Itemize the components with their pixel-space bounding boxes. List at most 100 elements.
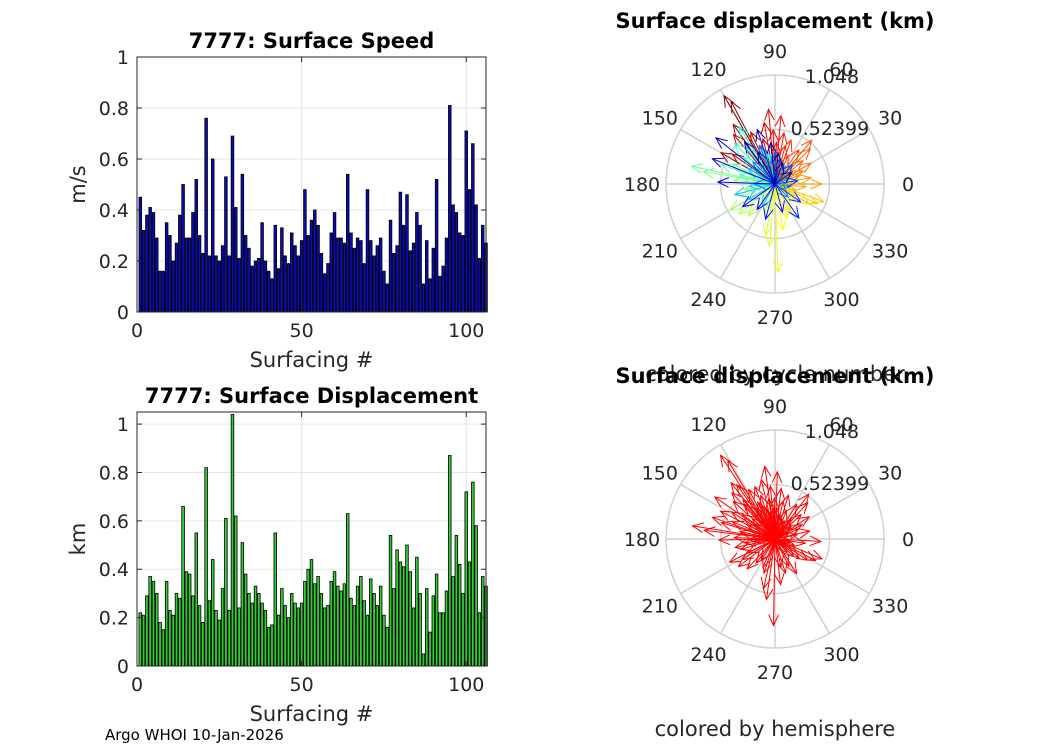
polar-cycle-arrow-head: [776, 185, 790, 199]
speed-bar: [174, 242, 179, 313]
displacement-bar: [405, 544, 409, 667]
polar-hemisphere-arrow: [755, 538, 776, 565]
polar-hemisphere-arrow: [760, 538, 776, 590]
polar-hemisphere-arrow: [774, 538, 788, 575]
polar-cycle-arrow: [711, 157, 776, 185]
polar-cycle-arrow-head: [772, 261, 784, 274]
speed-bar: [480, 224, 485, 313]
speed-bar: [168, 235, 172, 313]
displacement-bar: [362, 600, 366, 667]
displacement-bar: [155, 593, 159, 667]
speed-bar: [263, 260, 268, 313]
speed-bar: [201, 252, 205, 313]
polar-cycle-arrow-shaft: [712, 158, 776, 185]
polar-cycle-angle-label: 30: [878, 108, 902, 130]
polar-cycle-arrow-head: [810, 178, 824, 190]
polar-hemisphere-arrow-shaft: [754, 486, 776, 540]
speed-bar: [306, 235, 310, 313]
polar-cycle-arrow-shaft: [757, 151, 776, 185]
speed-bar: [375, 245, 380, 313]
displacement-bar: [237, 607, 241, 667]
speed-bar: [171, 260, 175, 313]
polar-hemisphere-arrow-shaft: [747, 524, 776, 540]
polar-hemisphere-arrow-head: [691, 522, 705, 533]
displacement-bar: [283, 605, 287, 667]
polar-cycle-arrow-head: [766, 141, 778, 155]
polar-hemisphere-arrow-head: [702, 526, 716, 537]
polar-cycle-arrow-shaft: [744, 141, 776, 185]
polar-hemisphere-angle-label: 210: [642, 596, 678, 618]
polar-cycle-arrow-shaft: [747, 183, 776, 217]
speed-bar: [260, 222, 264, 313]
polar-hemisphere-arrow-head: [770, 507, 782, 520]
speed-ytick-label: 1: [117, 47, 129, 69]
speed-bar: [408, 250, 412, 313]
speed-bar: [365, 189, 370, 313]
displacement-bar: [138, 612, 143, 667]
polar-cycle-arrow: [757, 150, 776, 185]
speed-bar: [273, 224, 277, 313]
speed-bar: [316, 224, 320, 313]
polar-hemisphere-arrow-shaft: [736, 484, 776, 540]
polar-hemisphere-arrow-head: [785, 531, 799, 543]
displacement-bar: [230, 414, 235, 667]
displacement-bar: [316, 576, 320, 667]
polar-hemisphere-arrow-head: [771, 470, 783, 484]
polar-cycle-arrow-head: [741, 196, 755, 208]
polar-cycle-caption: colored by cycle number: [645, 362, 905, 386]
polar-cycle-arrow-head: [762, 223, 774, 237]
speed-ylabel: m/s: [66, 165, 90, 203]
speed-bar: [224, 176, 228, 313]
speed-bar: [194, 178, 198, 313]
displacement-bar: [425, 588, 429, 667]
polar-cycle-arrow: [716, 177, 776, 188]
speed-bar: [372, 255, 376, 313]
speed-bar: [299, 240, 304, 313]
polar-cycle-angle-label: 90: [763, 41, 787, 63]
polar-hemisphere-arrow-head: [758, 478, 769, 492]
polar-cycle-arrow-head: [728, 199, 742, 211]
displacement-bar: [187, 573, 192, 667]
polar-cycle-arrow-shaft: [717, 181, 776, 185]
speed-bar: [329, 232, 333, 313]
polar-hemisphere-angle-label: 30: [878, 463, 902, 485]
polar-cycle-angle-label: 60: [829, 59, 853, 81]
polar-cycle-arrow-shaft: [774, 183, 779, 273]
polar-cycle-arrow-shaft: [774, 183, 784, 231]
polar-cycle-angle-label: 0: [902, 174, 914, 196]
polar-cycle-arrow-shaft: [765, 183, 776, 236]
polar-cycle-arrow: [765, 183, 776, 248]
polar-cycle-arrow: [774, 183, 802, 203]
displacement-bar: [276, 614, 281, 667]
polar-hemisphere-arrow-head: [755, 551, 768, 565]
polar-hemisphere-arrow-shaft: [746, 538, 776, 570]
polar-hemisphere-arrow: [742, 498, 776, 540]
polar-cycle-arrow-shaft: [769, 183, 776, 247]
displacement-bar: [263, 609, 268, 667]
polar-hemisphere-arrow-shaft: [741, 538, 776, 560]
speed-bar: [243, 235, 248, 313]
polar-hemisphere-arrow-head: [797, 493, 810, 507]
polar-cycle-arrow-head: [711, 157, 725, 168]
displacement-bar: [408, 571, 412, 667]
speed-bar: [204, 117, 208, 313]
displacement-bar: [345, 513, 350, 667]
displacement-bar: [260, 602, 264, 667]
displacement-bar: [349, 597, 353, 667]
polar-cycle-arrow-shaft: [739, 174, 776, 185]
polar-cycle-arrow-shaft: [774, 183, 791, 188]
displacement-bar: [234, 515, 238, 667]
displacement-bar: [431, 595, 436, 667]
speed-bar: [398, 191, 403, 313]
speed-bar: [276, 268, 281, 313]
displacement-bar: [398, 561, 403, 667]
polar-cycle-arrow-head: [746, 189, 760, 201]
polar-hemisphere-arrow-head: [719, 510, 733, 521]
polar-cycle-arrow-head: [778, 154, 789, 168]
polar-hemisphere-arrow-head: [787, 546, 801, 559]
polar-cycle-arrow-head: [780, 199, 792, 213]
speed-bar: [457, 232, 462, 313]
displacement-bar: [211, 559, 215, 667]
polar-hemisphere-arrow-head: [786, 561, 798, 575]
